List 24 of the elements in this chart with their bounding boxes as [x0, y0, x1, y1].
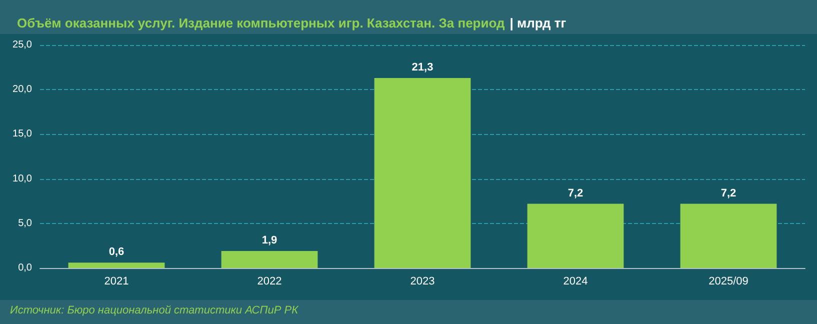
- y-tick-label: 25,0: [12, 40, 32, 50]
- y-tick-label: 15,0: [12, 128, 32, 140]
- data-label: 1,9: [262, 234, 278, 247]
- bar: [68, 262, 165, 268]
- x-tick-label: 2022: [257, 276, 282, 288]
- y-tick-label: 0,0: [18, 262, 32, 274]
- text: Источник: Бюро национальной статистики АСПиР РК: [10, 304, 299, 316]
- y-tick-label: 20,0: [12, 84, 32, 96]
- data-label: 7,2: [568, 187, 584, 200]
- data-label: 7,2: [720, 187, 736, 200]
- bar: [527, 204, 624, 268]
- x-tick-label: 2025/09: [708, 276, 748, 288]
- y-tick-label: 5,0: [18, 218, 32, 229]
- chart-title: Объём оказанных услуг. Издание компьютерных игр. Казахстан. За период: [17, 16, 506, 30]
- x-tick-label: 2021: [104, 276, 129, 288]
- bar: [680, 204, 777, 268]
- data-label: 0,6: [108, 246, 124, 258]
- chart-subtitle: | млрд тг: [510, 16, 567, 30]
- y-tick-label: 10,0: [12, 173, 32, 184]
- bar: [374, 78, 471, 268]
- x-tick-label: 2024: [563, 276, 588, 288]
- bar: [221, 251, 318, 268]
- data-label: 21,3: [412, 62, 434, 74]
- x-tick-label: 2023: [410, 276, 435, 288]
